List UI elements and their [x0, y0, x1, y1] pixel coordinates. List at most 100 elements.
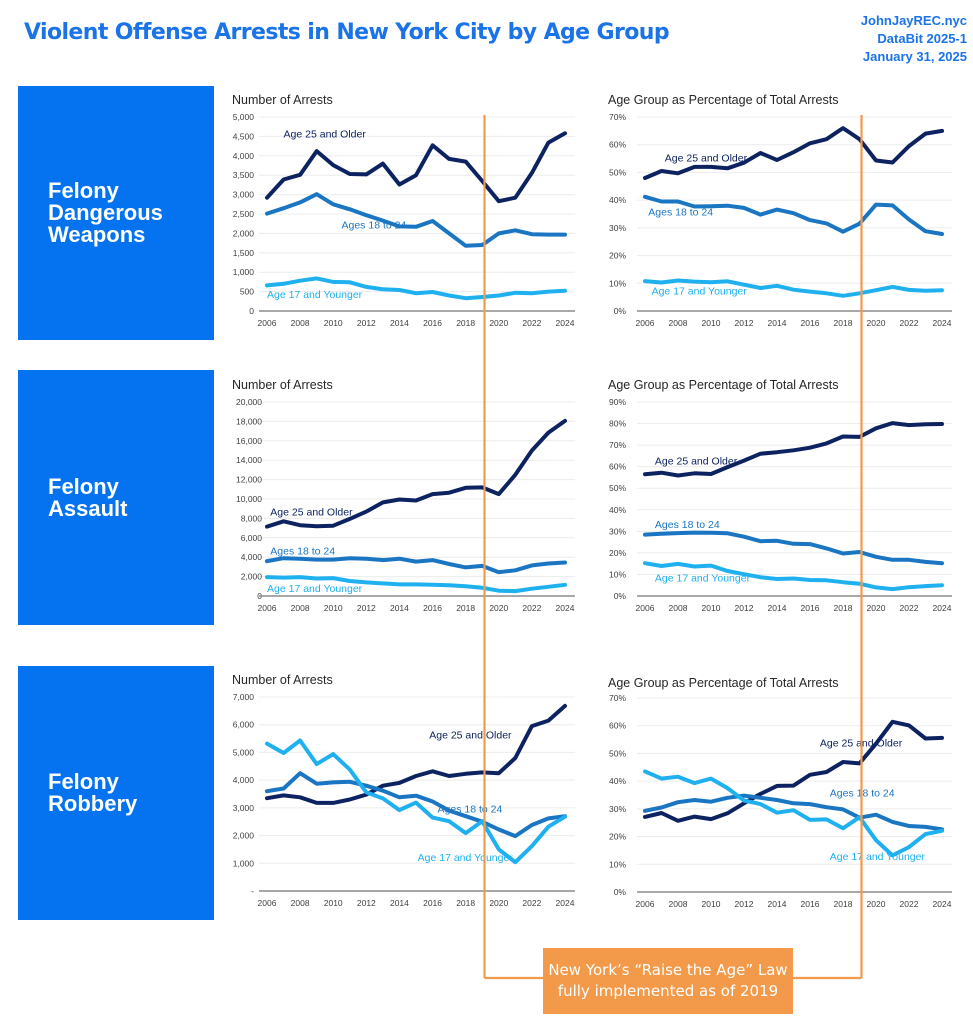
y-tick-label: 40%: [609, 195, 626, 205]
x-tick-label: 2016: [801, 318, 820, 328]
x-tick-label: 2008: [291, 318, 310, 328]
raise-the-age-annotation: New York’s “Raise the Age” Law fully imp…: [543, 948, 793, 1014]
x-tick-label: 2006: [636, 603, 655, 613]
series-line-age17: [265, 276, 567, 301]
y-tick-label: 6,000: [241, 533, 263, 543]
x-tick-label: 2006: [636, 899, 655, 909]
y-tick-label: 30%: [609, 223, 626, 233]
panel-label-line: Weapons: [48, 222, 146, 247]
x-tick-label: 2008: [669, 899, 688, 909]
x-tick-label: 2016: [801, 603, 820, 613]
series-line-age17: [265, 738, 567, 865]
y-tick-label: 2,000: [233, 228, 255, 238]
chart-title: Number of Arrests: [232, 93, 333, 107]
site-name: JohnJayREC.nyc: [860, 13, 967, 28]
x-tick-label: 2024: [556, 318, 575, 328]
chart-title: Age Group as Percentage of Total Arrests: [608, 93, 838, 107]
series-line-age18: [265, 192, 567, 248]
series-line-age25: [265, 703, 567, 805]
series-line-age18: [265, 556, 567, 575]
x-tick-label: 2012: [357, 318, 376, 328]
x-tick-label: 2016: [423, 603, 442, 613]
x-tick-label: 2010: [702, 899, 721, 909]
panel-label-line: Felony: [48, 473, 119, 499]
x-tick-label: 2020: [489, 898, 508, 908]
annotation-line-2: fully implemented as of 2019: [557, 982, 779, 1000]
series-line-age25: [265, 131, 567, 204]
series-label-age17: Age 17 and Younger: [830, 851, 926, 863]
y-tick-label: 3,000: [233, 803, 255, 813]
page-title: Violent Offense Arrests in New York City…: [24, 20, 670, 45]
x-tick-label: 2020: [489, 603, 508, 613]
series-label-age18: Ages 18 to 24: [342, 220, 407, 232]
series-label-age17: Age 17 and Younger: [418, 852, 514, 864]
panel-felony-assault: Felony Assault: [18, 370, 214, 625]
x-tick-label: 2012: [357, 603, 376, 613]
y-tick-label: 80%: [609, 419, 626, 429]
x-tick-label: 2016: [801, 899, 820, 909]
x-tick-label: 2010: [324, 318, 343, 328]
y-tick-label: 4,000: [233, 775, 255, 785]
y-tick-label: 6,000: [233, 720, 255, 730]
x-tick-label: 2024: [933, 318, 952, 328]
y-tick-label: 5,000: [233, 747, 255, 757]
y-tick-label: 20%: [609, 251, 626, 261]
series-label-age17: Age 17 and Younger: [655, 572, 751, 584]
x-tick-label: 2010: [324, 898, 343, 908]
y-tick-label: 30%: [609, 526, 626, 536]
panel-label-line: Assault: [48, 495, 128, 521]
y-tick-label: 20,000: [236, 397, 262, 407]
y-tick-label: 5,000: [233, 112, 255, 122]
x-tick-label: 2018: [456, 603, 475, 613]
y-tick-label: 40%: [609, 776, 626, 786]
series-line-age18: [643, 793, 944, 832]
x-tick-label: 2024: [556, 603, 575, 613]
series-label-age25: Age 25 and Older: [429, 730, 512, 742]
y-tick-label: 14,000: [236, 455, 262, 465]
y-tick-label: 0: [249, 306, 254, 316]
x-tick-label: 2018: [456, 898, 475, 908]
y-tick-label: 2,000: [241, 572, 263, 582]
series-label-age25: Age 25 and Older: [655, 456, 738, 468]
y-tick-label: 70%: [609, 693, 626, 703]
x-tick-label: 2010: [702, 318, 721, 328]
x-tick-label: 2022: [522, 603, 541, 613]
publication-date: January 31, 2025: [862, 49, 967, 64]
series-label-age25: Age 25 and Older: [270, 506, 353, 518]
series-line-age17: [265, 575, 567, 594]
series-line-age25: [643, 421, 944, 478]
series-label-age25: Age 25 and Older: [665, 152, 748, 164]
x-tick-label: 2012: [735, 603, 754, 613]
y-tick-label: 16,000: [236, 436, 262, 446]
series-line-age17: [643, 278, 944, 298]
series-line-age18: [265, 771, 567, 839]
y-tick-label: 1,500: [233, 248, 255, 258]
x-tick-label: 2006: [258, 898, 277, 908]
y-tick-label: 8,000: [241, 513, 263, 523]
x-tick-label: 2014: [390, 318, 409, 328]
series-label-age18: Ages 18 to 24: [270, 545, 335, 557]
panel-label-line: Robbery: [48, 791, 138, 816]
x-tick-label: 2014: [768, 899, 787, 909]
x-tick-label: 2010: [324, 603, 343, 613]
y-tick-label: 10%: [609, 569, 626, 579]
y-tick-label: 50%: [609, 748, 626, 758]
x-tick-label: 2020: [867, 603, 886, 613]
y-tick-label: 30%: [609, 804, 626, 814]
x-tick-label: 2022: [522, 318, 541, 328]
y-tick-label: 4,500: [233, 131, 255, 141]
series-line-age25: [643, 719, 944, 823]
x-tick-label: 2022: [900, 603, 919, 613]
x-tick-label: 2018: [456, 318, 475, 328]
panel-felony-dangerous-weapons: Felony Dangerous Weapons: [18, 86, 214, 340]
x-tick-label: 2008: [669, 603, 688, 613]
databit-id: DataBit 2025-1: [877, 31, 967, 46]
y-tick-label: 70%: [609, 440, 626, 450]
y-tick-label: 60%: [609, 462, 626, 472]
y-tick-label: 40%: [609, 505, 626, 515]
y-tick-label: 12,000: [236, 475, 262, 485]
y-tick-label: 4,000: [233, 151, 255, 161]
